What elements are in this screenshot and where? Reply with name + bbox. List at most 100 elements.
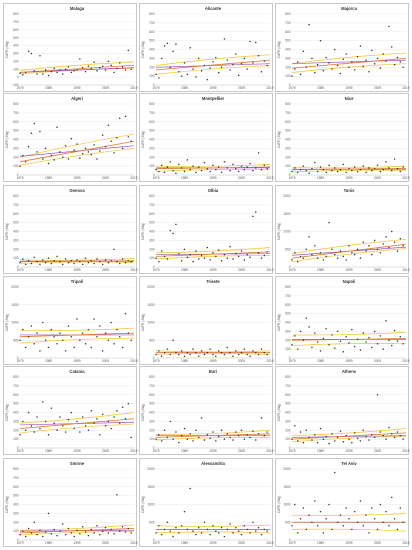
data-point [96,335,98,338]
data-point [305,66,307,68]
y-tick-label: 100 [13,256,19,260]
data-point [362,332,364,334]
data-point [371,169,373,172]
data-point [99,433,101,436]
data-point [93,262,95,265]
data-point [325,255,327,258]
y-tick-label: 800 [149,375,155,379]
data-point [36,416,38,418]
data-point [62,425,64,427]
x-tick-label: 1979 [288,86,295,90]
x-tick-label: 1999 [209,449,216,453]
chart-title: Alessandria [201,461,225,466]
data-point [351,61,353,63]
y-axis-label: CAPE (J/kg) [141,223,145,241]
data-point [220,351,223,354]
confidence-upper-line [19,327,135,331]
data-point [246,253,248,256]
data-point [243,525,246,527]
data-point [319,350,322,352]
x-tick-label: 1989 [181,268,188,272]
data-point [169,66,171,68]
x-tick-label: 1999 [209,268,216,272]
data-point [198,166,200,168]
y-tick-label: 300 [149,419,155,423]
mean-line [155,63,271,68]
data-point [296,532,299,534]
data-point [353,69,356,71]
data-point [362,165,364,167]
chart-svg: Nice 0 100 200 300 400 500 600 700 800 1979 1989 199… [277,96,410,180]
chart-panel-alicante: Alicante 0 100 200 300 400 500 600 700 800 1979 198… [139,3,274,92]
data-point [53,335,55,338]
data-point [166,42,169,45]
data-point [331,169,333,172]
data-point [36,332,38,334]
data-point [124,261,127,264]
data-point [391,46,393,48]
data-point [235,431,237,433]
data-point [192,260,194,263]
chart-svg: Genova 0 100 200 300 400 500 600 700 800 1979 1989 1… [5,188,138,272]
data-point [339,430,342,432]
data-point [178,163,180,166]
data-point [385,160,387,163]
data-point [163,171,166,174]
y-tick-label: 500 [285,39,291,43]
data-point [180,350,183,352]
y-tick-label: 500 [285,402,291,406]
data-point [382,348,384,350]
data-point [311,439,313,441]
x-tick-label: 2009 [102,268,109,272]
y-tick-label: 200 [13,155,19,159]
x-tick-label: 1999 [209,541,216,545]
data-point [39,263,41,266]
y-tick-label: 100 [13,67,19,71]
chart-svg: Tel Aviv 0 500 1000 1500 2000 1979 1989 1999 2009… [277,461,410,545]
data-point [299,168,302,171]
data-point [192,530,194,532]
y-tick-label: 500 [13,221,19,225]
data-point [119,530,121,532]
data-point [70,532,73,534]
data-point [348,438,350,440]
data-point [206,433,209,436]
data-point [175,43,177,45]
chart-panel-athens: Athens 0 100 200 300 400 500 600 700 800 1979 1989 1… [275,366,410,455]
chart-svg: Alessandria 0 500 1000 1500 2000 1979 1989 1999 2… [141,461,274,545]
chart-panel-telaviv: Tel Aviv 0 500 1000 1500 2000 1979 1989 1999 2009… [275,458,410,547]
data-point [345,507,347,509]
data-point [172,232,174,235]
data-point [209,170,211,173]
confidence-lower-line [291,528,407,532]
data-point [223,353,226,356]
data-point [302,257,305,259]
confidence-lower-line [291,248,407,263]
data-point [376,57,379,60]
data-point [119,62,121,64]
confidence-upper-line [155,350,271,353]
data-point [99,66,101,69]
data-point [172,339,174,341]
chart-title: Athens [342,369,357,374]
data-point [299,330,302,333]
chart-title: Olbia [208,188,219,193]
chart-panel-genova: Genova 0 100 200 300 400 500 600 700 800 1979 1989 1… [3,185,138,274]
data-point [232,163,234,166]
data-point [296,171,299,174]
x-tick-label: 1979 [152,86,159,90]
y-tick-label: 400 [149,230,155,234]
data-point [130,260,132,263]
confidence-lower-line [155,353,271,355]
y-tick-label: 0 [17,446,19,450]
x-tick-label: 2019 [266,359,273,363]
y-tick-label: 0 [289,446,291,450]
data-point [319,510,322,513]
data-point [388,167,390,169]
data-point [56,71,58,74]
data-point [107,532,110,534]
data-point [212,164,214,166]
data-point [226,257,228,259]
data-point [24,535,27,538]
data-point [396,431,399,433]
